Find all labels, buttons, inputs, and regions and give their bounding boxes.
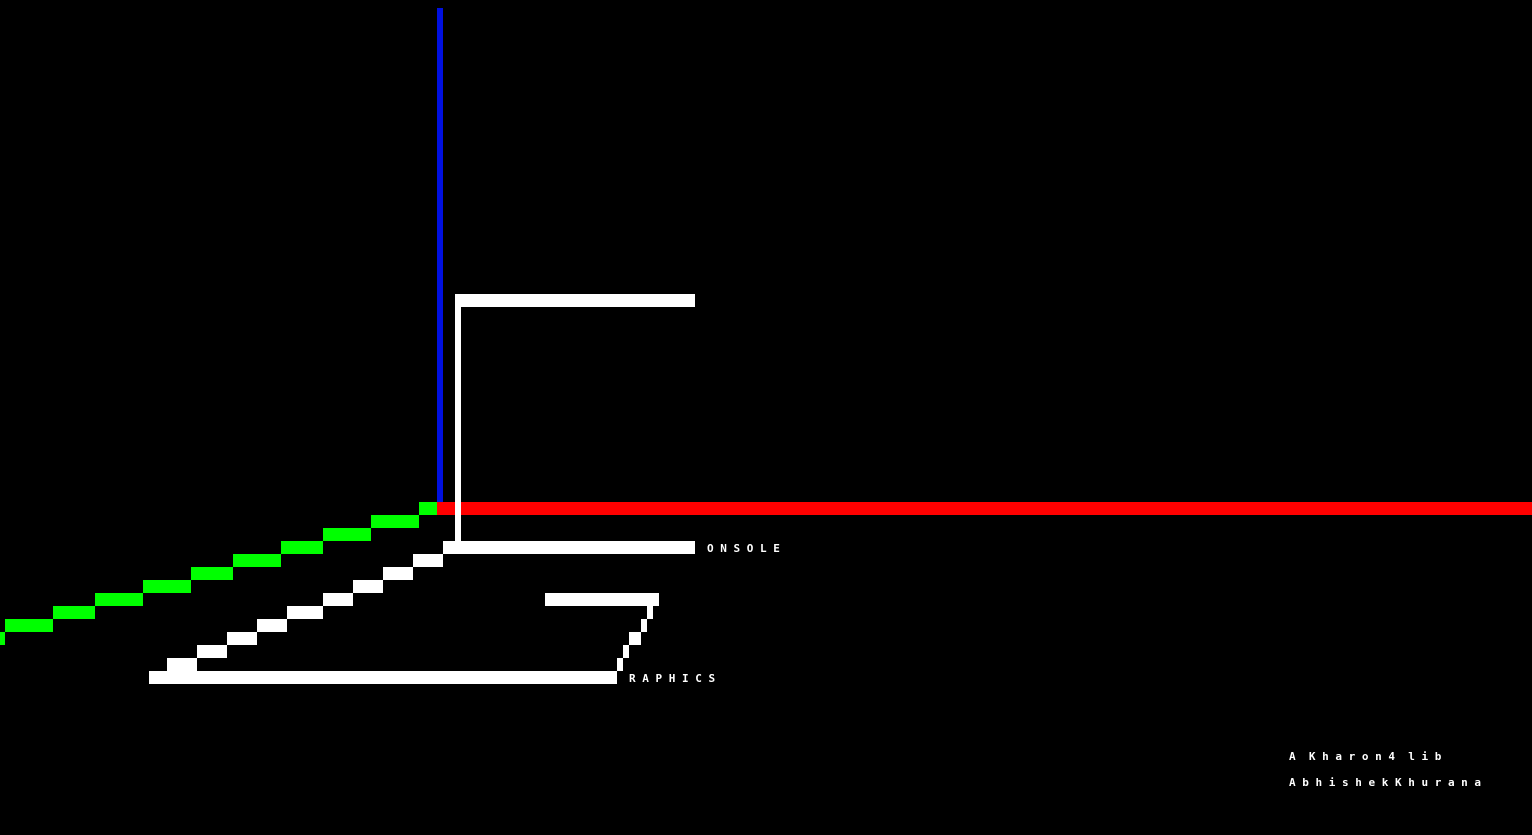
g-diagonal-step (323, 593, 353, 606)
c-bottom-stroke (443, 541, 695, 554)
y-axis-step (143, 580, 191, 593)
y-axis-step (0, 632, 5, 645)
g-hook-step (647, 606, 653, 619)
g-diagonal-step (197, 645, 227, 658)
y-axis-step (95, 593, 143, 606)
credit-library: A K h a r o n 4 l i b (1289, 750, 1442, 763)
y-axis-step (281, 541, 323, 554)
console-label: O N S O L E (707, 542, 780, 555)
z-axis-line (437, 8, 443, 502)
y-axis-step (191, 567, 233, 580)
y-axis-step (419, 502, 437, 515)
y-axis-step (323, 528, 371, 541)
c-top-stroke (455, 294, 695, 307)
g-diagonal-step (257, 619, 287, 632)
g-bottom-stroke (149, 671, 617, 684)
g-hook-step (641, 619, 647, 632)
y-axis-step (371, 515, 419, 528)
y-axis-step (233, 554, 281, 567)
g-diagonal-step (227, 632, 257, 645)
credit-author: A b h i s h e k K h u r a n a (1289, 776, 1482, 789)
g-hook-step (629, 632, 641, 645)
x-axis-line (437, 502, 1532, 515)
graphics-label: R A P H I C S (629, 672, 716, 685)
y-axis-step (5, 619, 53, 632)
g-top-stroke (545, 593, 659, 606)
c-vertical-stroke (455, 294, 461, 553)
g-diagonal-step (167, 658, 197, 671)
g-diagonal-step (383, 567, 413, 580)
y-axis-step (53, 606, 95, 619)
g-hook-step (623, 645, 629, 658)
g-hook-step (617, 658, 623, 671)
g-diagonal-step (353, 580, 383, 593)
g-diagonal-step (287, 606, 323, 619)
g-diagonal-step (413, 554, 443, 567)
